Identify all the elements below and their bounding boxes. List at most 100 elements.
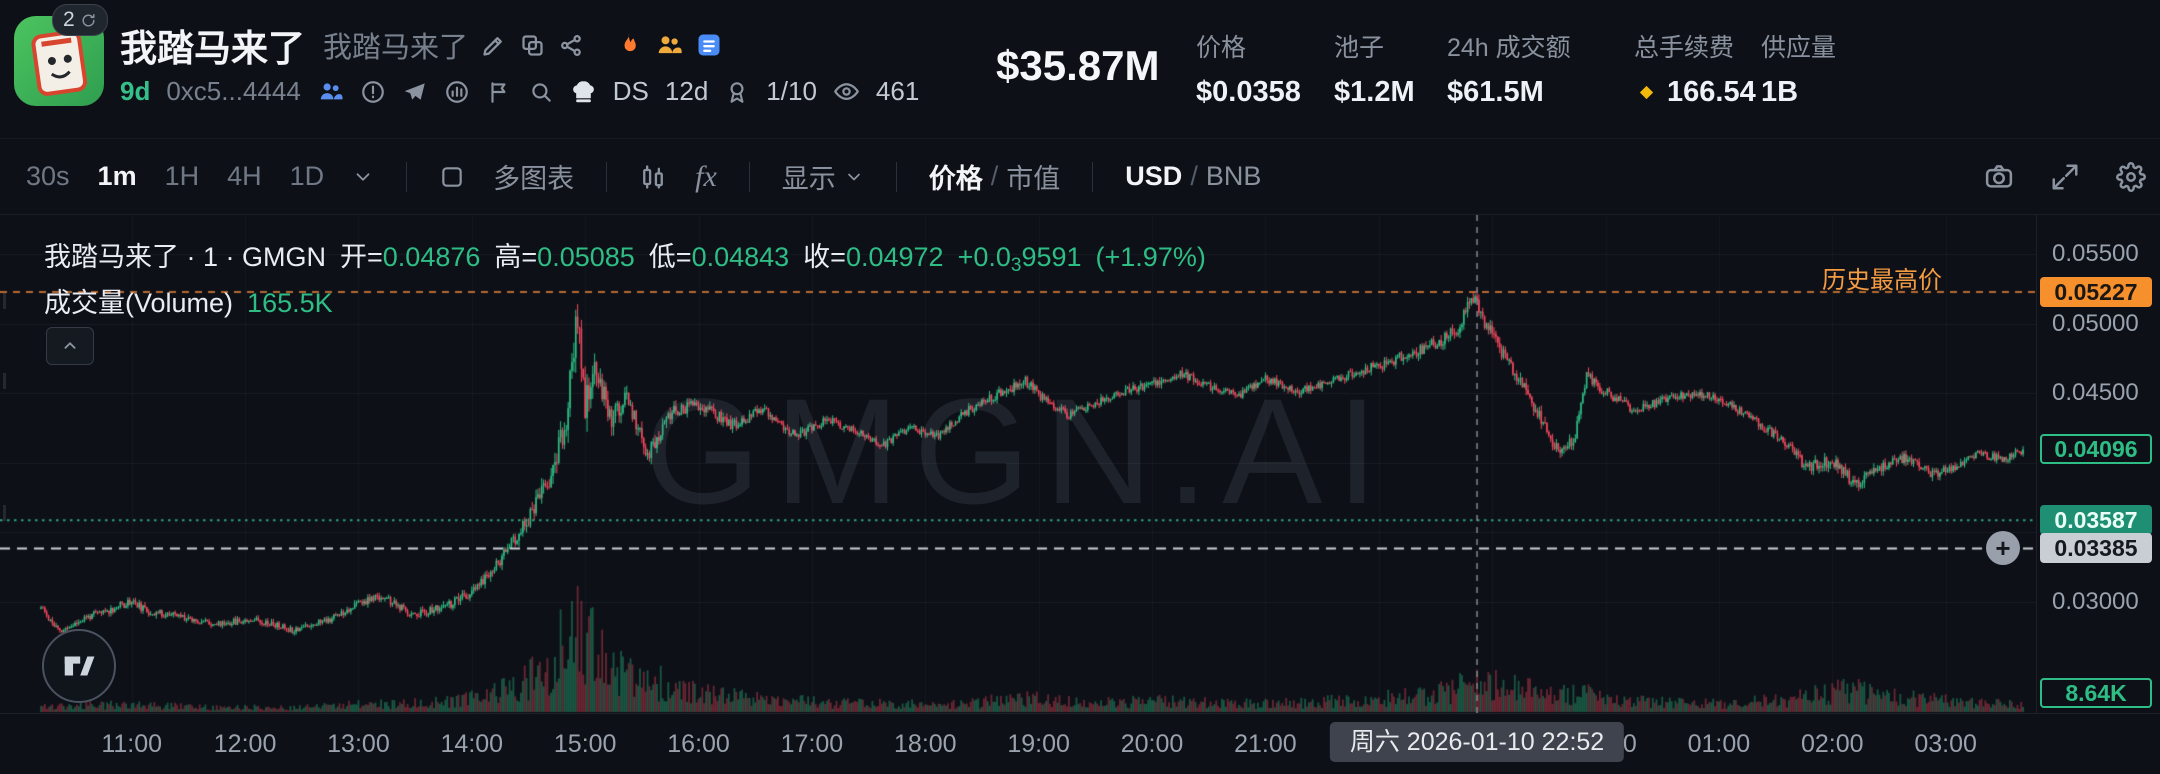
usd-toggle[interactable]: USD: [1125, 161, 1183, 191]
crosshair-time-badge: 周六 2026-01-10 22:52: [1329, 722, 1625, 762]
left-toolbar-hint: [3, 293, 6, 309]
multi-chart-icon[interactable]: [439, 164, 465, 190]
volume-value: 165.5K: [247, 288, 333, 318]
time-axis-tick: 17:00: [780, 730, 844, 758]
stat-price: 价格 $0.0358: [1196, 28, 1301, 109]
chart-toolbar: 30s 1m 1H 4H 1D 多图表 fx 显示 价格 / 市值 USD / …: [0, 138, 2160, 214]
toolbar-divider: [1092, 161, 1094, 192]
time-axis[interactable]: 周六 2026-01-10 22:52 11:00 12:00 13:00 14:00…: [0, 713, 2160, 774]
slash-divider: /: [1190, 161, 1198, 191]
currency-toggle[interactable]: USD / BNB: [1125, 161, 1261, 192]
high-label: 高=: [494, 242, 538, 272]
chart-panel[interactable]: GMGN.AI 我踏马来了 · 1 · GMGN 开=0.04876 高=0.0…: [0, 214, 2160, 773]
change-value: +0.039591: [957, 242, 1082, 276]
close-value: 0.04972: [845, 242, 944, 272]
stat-label: 总手续费: [1634, 34, 1735, 62]
timeframe-1d[interactable]: 1D: [289, 161, 325, 191]
time-axis-tick: 18:00: [894, 730, 957, 758]
bnb-coin-icon: [1639, 85, 1654, 100]
ds-age: 12d: [664, 76, 709, 106]
token-age: 9d: [120, 76, 151, 106]
token-meta-row: 9d 0xc5...4444 DS 12d: [120, 76, 919, 107]
timeframe-30s[interactable]: 30s: [26, 161, 70, 191]
tradingview-mark: [64, 656, 95, 676]
price-toggle[interactable]: 价格: [928, 164, 983, 194]
search-icon[interactable]: [528, 79, 554, 105]
community-icon[interactable]: [655, 31, 683, 59]
low-label: 低=: [648, 242, 692, 272]
avatar-count-badge[interactable]: 2: [52, 4, 108, 36]
multi-chart-label[interactable]: 多图表: [493, 164, 575, 194]
left-toolbar-hint: [3, 373, 6, 389]
chevron-down-icon: [847, 173, 860, 180]
stat-value: $61.5M: [1447, 76, 1544, 108]
change-percent: (+1.97%): [1095, 242, 1206, 272]
stat-volume-24h: 24h 成交额 $61.5M: [1447, 28, 1571, 109]
holders-icon[interactable]: [317, 78, 344, 105]
time-axis-tick: 01:00: [1687, 730, 1751, 758]
chevron-up-icon: [64, 342, 76, 349]
note-icon[interactable]: [695, 31, 723, 59]
display-menu[interactable]: 显示: [782, 157, 864, 196]
contract-address[interactable]: 0xc5...4444: [166, 76, 301, 106]
volume-legend: 成交量(Volume) 165.5K: [44, 281, 333, 320]
avatar-count: 2: [63, 8, 75, 31]
close-label: 收=: [803, 242, 846, 272]
current-volume-badge: 8.64K: [2040, 678, 2152, 708]
ath-price-badge: 0.05227: [2040, 277, 2152, 307]
time-axis-tick: 14:00: [440, 730, 504, 758]
candlestick-chart[interactable]: [0, 215, 2036, 713]
ohlc-legend: 我踏马来了 · 1 · GMGN 开=0.04876 高=0.05085 低=0…: [44, 235, 1206, 277]
price-mcap-toggle[interactable]: 价格 / 市值: [929, 157, 1061, 196]
stat-value: $0.0358: [1196, 76, 1301, 108]
stat-value: 166.54: [1667, 76, 1756, 108]
token-name: 我踏马来了: [120, 28, 305, 69]
open-value: 0.04876: [382, 242, 481, 272]
chart-circle-icon[interactable]: [444, 79, 470, 105]
chevron-down-icon[interactable]: [352, 166, 374, 188]
medal-icon[interactable]: [724, 79, 750, 105]
ds-label: DS: [612, 76, 649, 106]
ath-line-label: 历史最高价: [1822, 267, 1942, 294]
chef-hat-icon[interactable]: [570, 78, 597, 105]
left-toolbar-hint: [3, 505, 6, 521]
time-axis-tick: 20:00: [1120, 730, 1184, 758]
stat-label: 池子: [1334, 34, 1385, 62]
price-axis-tick: 0.03000: [2052, 588, 2139, 615]
tradingview-logo[interactable]: [42, 629, 116, 703]
timeframe-4h[interactable]: 4H: [227, 161, 262, 191]
refresh-icon: [82, 13, 95, 26]
collapse-pane-button[interactable]: [46, 327, 94, 365]
stat-supply: 供应量 1B: [1761, 28, 1836, 109]
mcap-toggle[interactable]: 市值: [1006, 164, 1061, 194]
timeframe-1h[interactable]: 1H: [164, 161, 200, 191]
flag-icon[interactable]: [486, 79, 512, 105]
time-axis-tick: 13:00: [327, 730, 390, 758]
candlestick-style-icon[interactable]: [639, 163, 667, 191]
bnb-toggle[interactable]: BNB: [1205, 161, 1262, 191]
time-axis-tick: 12:00: [213, 730, 277, 758]
share-icon[interactable]: [558, 32, 585, 59]
indicators-fx-icon[interactable]: fx: [695, 159, 717, 193]
volume-label: 成交量(Volume): [44, 288, 234, 318]
telegram-icon[interactable]: [402, 79, 428, 105]
camera-icon[interactable]: [1984, 162, 2014, 192]
stat-label: 供应量: [1761, 34, 1837, 62]
display-label: 显示: [781, 164, 836, 194]
alert-icon[interactable]: [360, 79, 386, 105]
low-value: 0.04843: [691, 242, 790, 272]
copy-icon[interactable]: [519, 32, 546, 59]
timeframe-1m[interactable]: 1m: [97, 161, 137, 191]
fullscreen-icon[interactable]: [2050, 162, 2080, 192]
price-axis[interactable]: [2036, 215, 2160, 713]
add-order-plus-button[interactable]: +: [1986, 531, 2020, 566]
token-header: 2 我踏马来了 我踏马来了: [0, 0, 2160, 138]
gear-icon[interactable]: [2116, 162, 2146, 192]
stat-value: $1.2M: [1334, 76, 1415, 108]
eye-icon[interactable]: [833, 78, 860, 105]
time-axis-tick: 02:00: [1800, 730, 1864, 758]
edit-icon[interactable]: [480, 32, 507, 59]
stat-pool: 池子 $1.2M: [1334, 28, 1415, 109]
token-alias: 我踏马来了: [323, 32, 469, 64]
flame-icon[interactable]: [615, 31, 643, 59]
